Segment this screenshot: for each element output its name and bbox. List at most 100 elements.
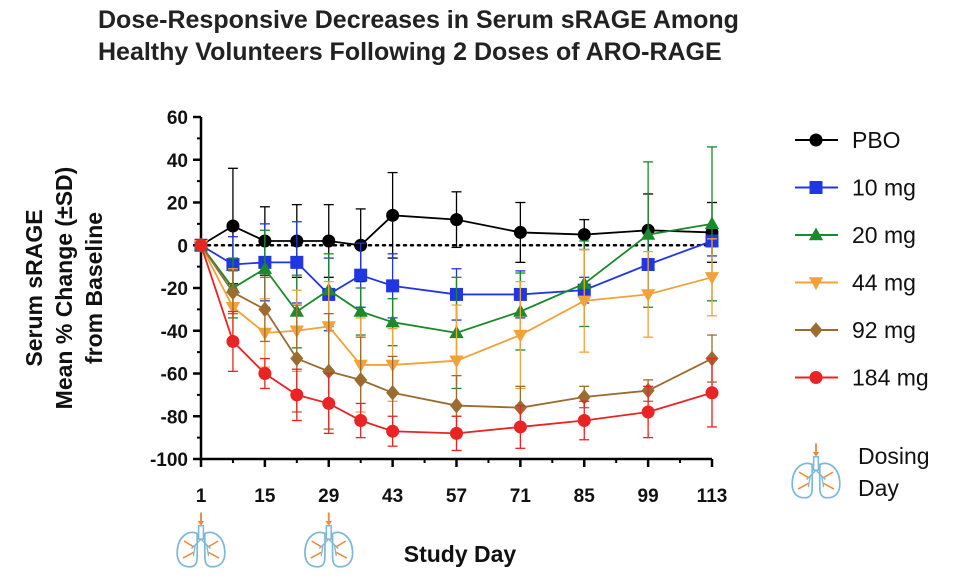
series-184-mg (194, 238, 719, 452)
data-point (322, 396, 336, 410)
legend-lungs-inhaler-icon (791, 443, 841, 499)
x-tick-label: 29 (318, 486, 339, 507)
right-lung (818, 462, 841, 499)
y-axis-title: Serum sRAGE Mean % Change (±SD) from Bas… (21, 167, 107, 410)
series-line (200, 244, 713, 435)
y-tick-label: 0 (177, 236, 188, 257)
series-line (200, 244, 713, 409)
data-point (450, 397, 463, 414)
legend: PBO 10 mg 20 mg 44 mg 92 mg 184 mg Dosing Day (791, 127, 930, 501)
right-lung (331, 531, 354, 568)
legend-marker (809, 133, 823, 147)
data-point (258, 367, 272, 380)
data-point (704, 216, 720, 230)
inhale-arrowhead (197, 521, 205, 526)
bronchi (318, 538, 339, 557)
data-point (290, 350, 304, 367)
data-point (258, 301, 272, 318)
x-tick-label: 113 (697, 486, 728, 507)
legend-item-pbo: PBO (795, 127, 901, 153)
data-point (354, 414, 368, 428)
right-lung (203, 531, 226, 568)
x-axis-title: Study Day (404, 541, 517, 567)
x-tick-label: 15 (254, 486, 276, 507)
y-tick-label: -80 (161, 407, 188, 428)
bronchi (191, 538, 211, 557)
y-axis-title-line-2: Mean % Change (±SD) (51, 167, 77, 410)
y-axis-title-line-3: from Baseline (81, 212, 107, 364)
data-point (354, 372, 368, 388)
data-point (450, 426, 463, 440)
x-tick-label: 71 (510, 486, 532, 507)
legend-marker (809, 371, 823, 384)
data-point (226, 284, 240, 301)
x-tick-label: 43 (382, 486, 403, 507)
y-tick-label: -60 (161, 365, 188, 386)
legend-label: 44 mg (852, 270, 916, 296)
dosing-day-29-lungs-inhaler-icon (304, 512, 354, 568)
data-point (226, 219, 240, 233)
legend-item-184-mg: 184 mg (795, 365, 929, 391)
chart-title: Dose-Responsive Decreases in Serum sRAGE… (98, 6, 739, 66)
data-point (226, 334, 240, 348)
y-tick-label: 40 (167, 151, 188, 172)
y-tick-label: 60 (167, 108, 188, 129)
data-point (641, 405, 655, 419)
x-tick-label: 57 (446, 486, 467, 507)
y-tick-label: -100 (150, 450, 188, 471)
data-point (386, 208, 400, 222)
legend-label: 10 mg (852, 175, 916, 201)
data-point (577, 228, 591, 242)
data-point (354, 268, 368, 282)
spread-arrows (797, 471, 835, 490)
legend-item-20-mg: 20 mg (795, 222, 916, 248)
inhale-arrowhead (812, 452, 820, 457)
legend-label: 92 mg (852, 317, 916, 343)
data-point (705, 386, 719, 400)
chart-title-line-2: Healthy Volunteers Following 2 Doses of … (98, 38, 722, 66)
left-lung (791, 462, 814, 499)
inhale-arrowhead (325, 521, 333, 526)
data-point (386, 279, 400, 293)
x-tick-label: 1 (196, 486, 207, 507)
data-point (194, 238, 208, 252)
chart-title-line-1: Dose-Responsive Decreases in Serum sRAGE… (98, 6, 739, 34)
trachea (812, 456, 820, 471)
data-point (353, 304, 368, 317)
data-point (386, 384, 400, 401)
left-lung (176, 531, 199, 568)
legend-item-10-mg: 10 mg (795, 175, 916, 201)
data-point (640, 289, 656, 302)
data-point (385, 314, 400, 328)
legend-dosing-label-line-2: Day (858, 475, 899, 501)
y-tick-label: -40 (161, 322, 188, 343)
x-tick-label: 99 (638, 486, 659, 507)
bronchi (806, 469, 826, 488)
y-axis-title-line-1: Serum sRAGE (21, 209, 47, 366)
data-point (513, 420, 527, 434)
data-point (577, 414, 591, 428)
y-tick-label: -20 (161, 279, 188, 300)
data-point (449, 355, 464, 369)
series-pbo (194, 167, 719, 285)
trachea (197, 525, 205, 540)
dosing-markers (176, 512, 354, 568)
legend-label: 184 mg (852, 365, 929, 391)
left-lung (304, 531, 326, 568)
legend-dosing-label-line-1: Dosing (858, 443, 930, 469)
data-point (450, 213, 463, 227)
legend-marker (809, 322, 823, 338)
y-tick-label: 20 (167, 194, 188, 215)
data-point (704, 272, 720, 285)
legend-label: 20 mg (852, 222, 916, 248)
legend-item-44-mg: 44 mg (795, 270, 916, 296)
data-point (386, 424, 400, 438)
data-point (322, 234, 336, 248)
spread-arrows (182, 540, 220, 559)
legend-item-92-mg: 92 mg (795, 317, 916, 343)
data-point (513, 329, 528, 343)
data-point (513, 225, 527, 239)
trachea (325, 525, 332, 540)
legend-item-dosing-day: Dosing Day (791, 443, 930, 501)
